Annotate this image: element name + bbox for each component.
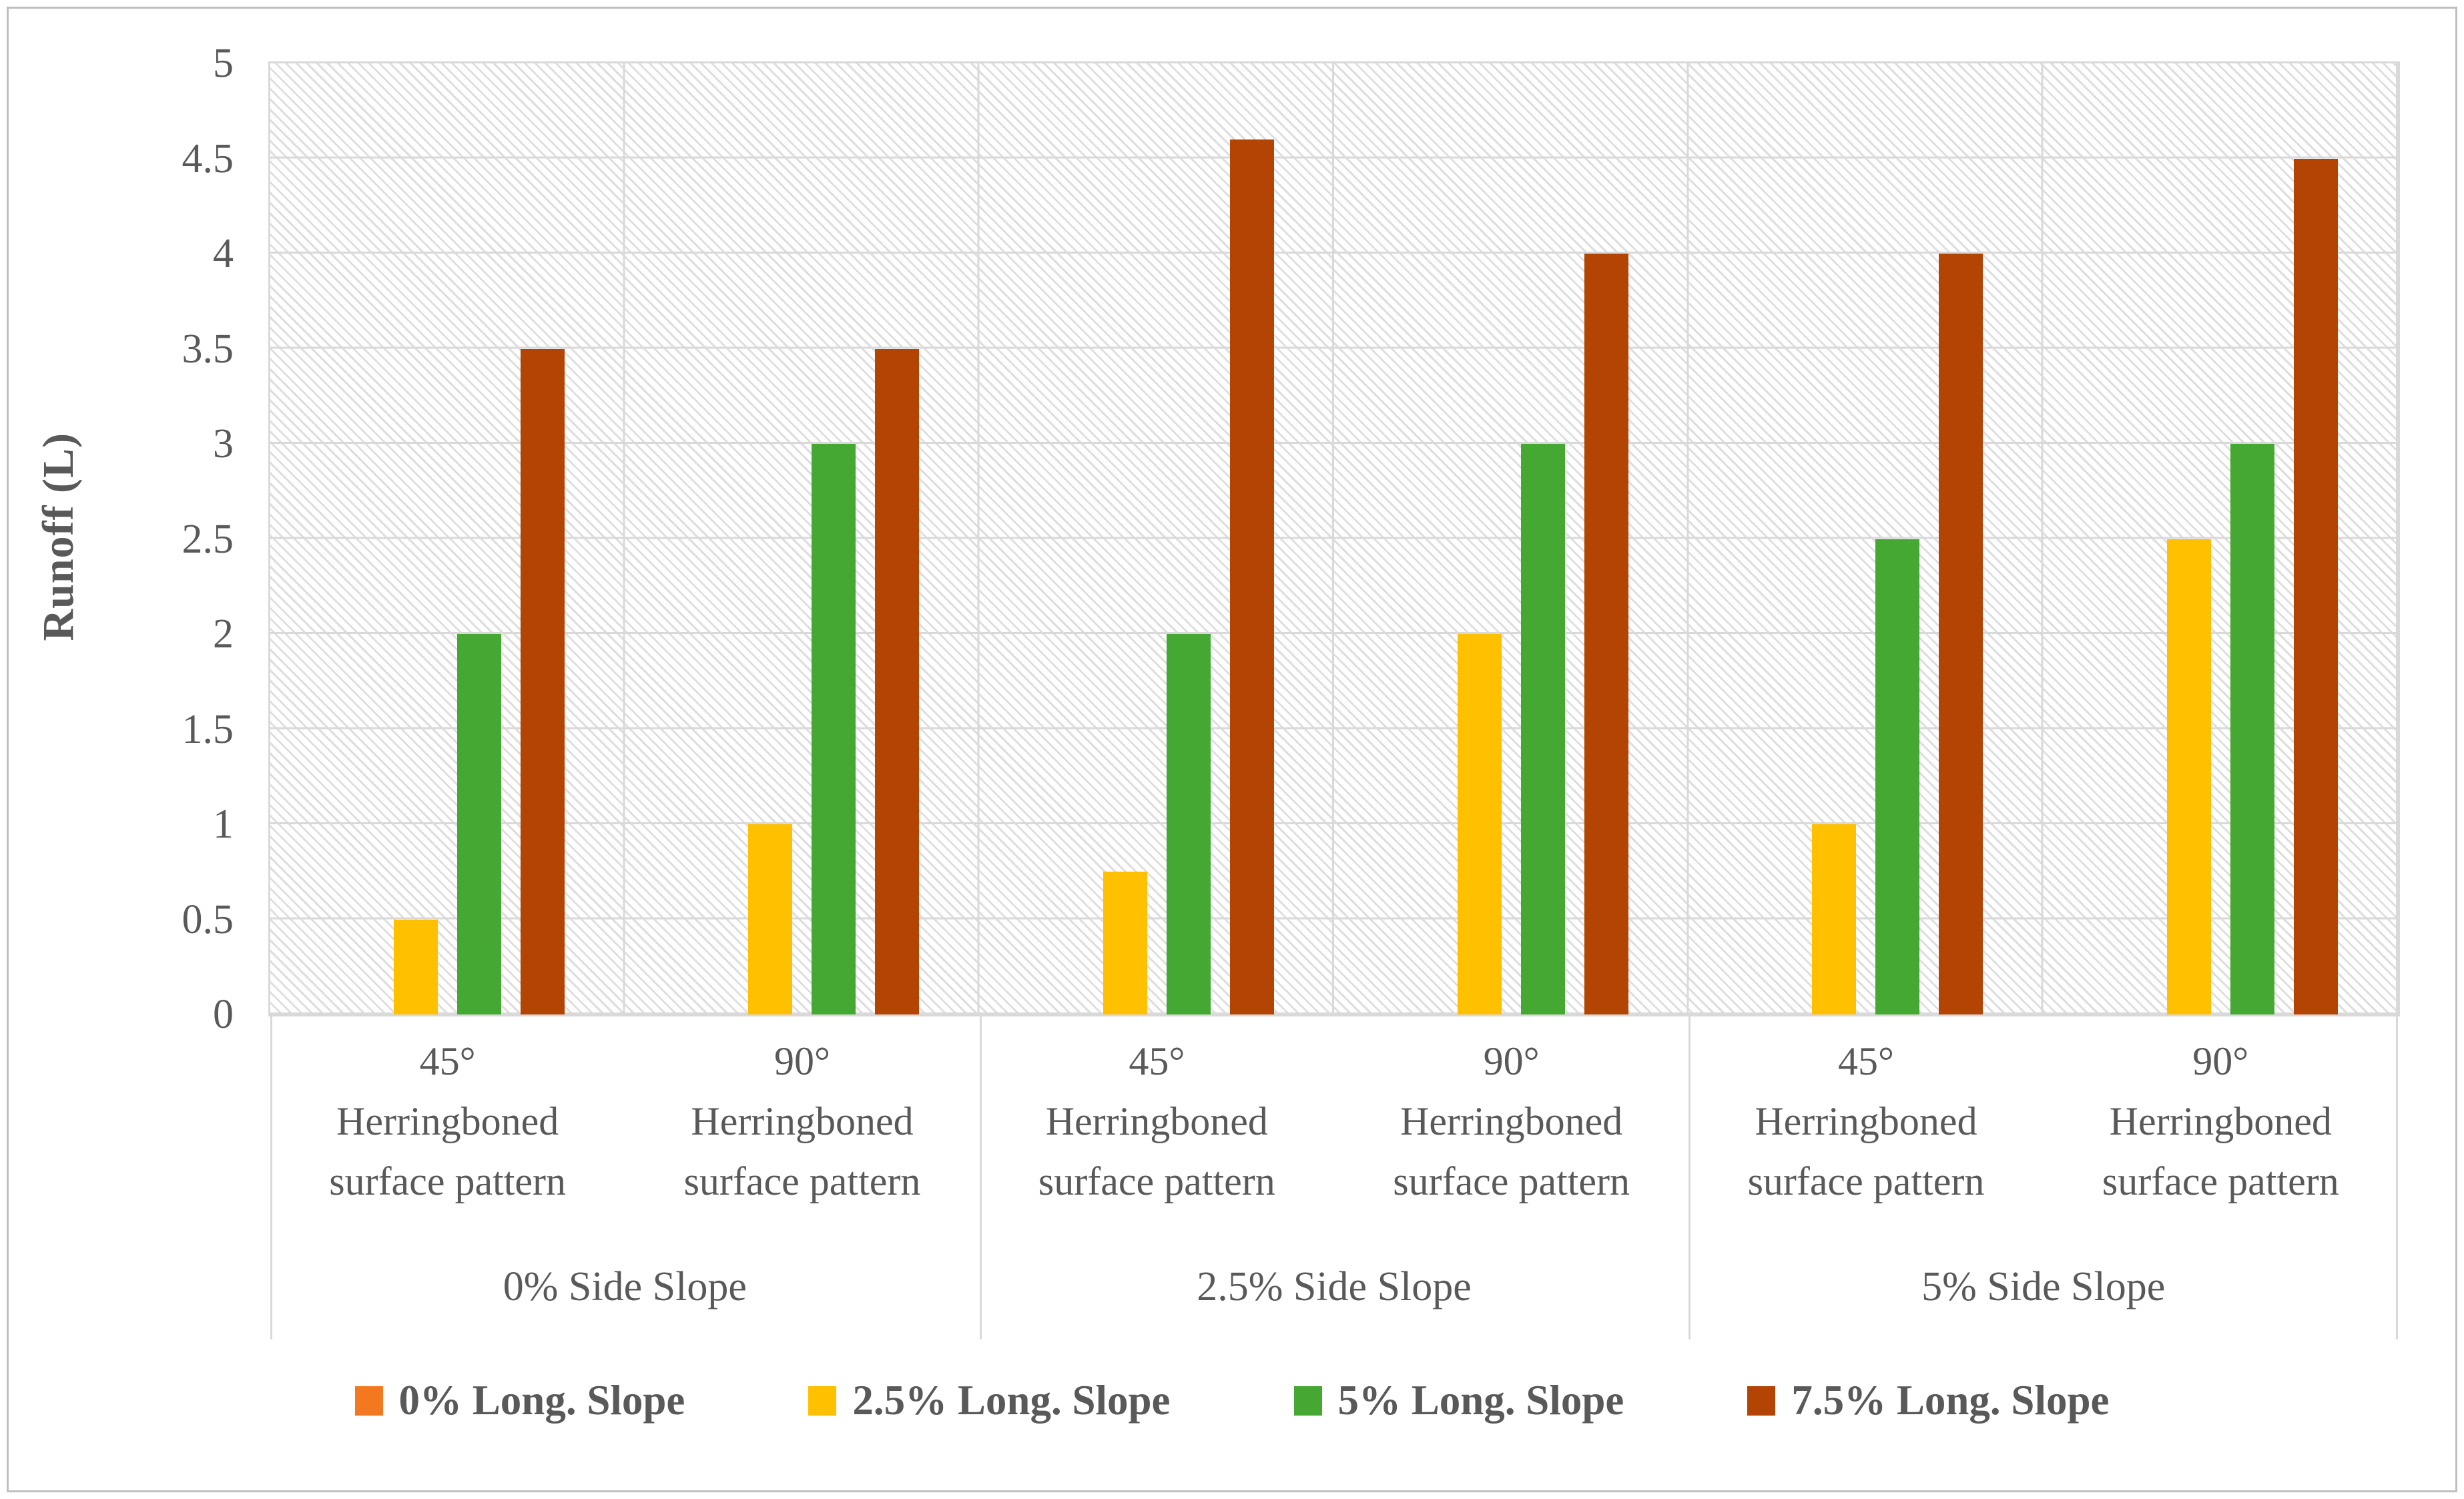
- legend-swatch-icon: [1747, 1386, 1776, 1416]
- bar-5-long.-slope-cat6: [2230, 444, 2274, 1014]
- y-tick-label-4: 4: [213, 231, 234, 276]
- bar-5-long.-slope-cat3: [1166, 634, 1211, 1014]
- category-label-6: 90° Herringboned surface pattern: [2044, 1031, 2398, 1211]
- category-label-5: 45° Herringboned surface pattern: [1688, 1031, 2043, 1211]
- category-angle-label: 45°: [1129, 1039, 1185, 1083]
- legend-label: 5% Long. Slope: [1337, 1377, 1624, 1424]
- category-pattern-label: Herringboned surface pattern: [1038, 1099, 1275, 1203]
- category-label-4: 90° Herringboned surface pattern: [1334, 1031, 1688, 1211]
- y-tick-label-0: 0: [213, 992, 234, 1037]
- plot-area: [268, 61, 2400, 1016]
- legend-label: 2.5% Long. Slope: [852, 1377, 1171, 1424]
- bar-7.5-long.-slope-cat6: [2293, 158, 2338, 1014]
- bar-2.5-long.-slope-cat5: [1812, 824, 1857, 1014]
- y-tick-label-3: 3: [213, 421, 234, 467]
- y-tick-label-1.5: 1.5: [182, 706, 234, 752]
- category-label-2: 90° Herringboned surface pattern: [625, 1031, 979, 1211]
- y-tick-label-2: 2: [213, 611, 234, 657]
- legend-label: 7.5% Long. Slope: [1791, 1377, 2110, 1424]
- group-separator-line-1: [270, 1014, 272, 1339]
- bar-5-long.-slope-cat5: [1875, 539, 1920, 1014]
- y-tick-label-3.5: 3.5: [182, 326, 234, 372]
- y-axis-tick-labels: 5 4.5 4 3.5 3 2.5 2 1.5 1 0.5 0: [37, 41, 234, 1037]
- bar-5-long.-slope-cat2: [812, 444, 856, 1014]
- y-tick-label-2.5: 2.5: [182, 516, 234, 562]
- category-cell-1: [270, 63, 625, 1014]
- bar-2.5-long.-slope-cat2: [748, 824, 793, 1014]
- legend-swatch-icon: [354, 1386, 383, 1416]
- bar-7.5-long.-slope-cat1: [521, 348, 565, 1014]
- category-cell-2: [625, 63, 979, 1014]
- y-tick-label-0.5: 0.5: [182, 896, 234, 942]
- group-label-3: 5% Side Slope: [1921, 1264, 2166, 1309]
- category-label-3: 45° Herringboned surface pattern: [980, 1031, 1334, 1211]
- category-axis-labels: 45° Herringboned surface pattern 90° Herrin…: [270, 1031, 2398, 1211]
- category-cell-3: [980, 63, 1334, 1014]
- category-angle-label: 90°: [774, 1039, 830, 1083]
- group-separator-line-2: [979, 1014, 982, 1339]
- bar-5-long.-slope-cat4: [1521, 444, 1566, 1014]
- legend-swatch-icon: [808, 1386, 837, 1416]
- bar-7.5-long.-slope-cat4: [1584, 254, 1629, 1014]
- category-label-1: 45° Herringboned surface pattern: [270, 1031, 625, 1211]
- bar-5-long.-slope-cat1: [457, 634, 502, 1014]
- category-angle-label: 45°: [419, 1039, 476, 1083]
- bar-2.5-long.-slope-cat4: [1458, 634, 1502, 1014]
- y-tick-label-1: 1: [213, 802, 234, 847]
- category-angle-label: 45°: [1837, 1039, 1894, 1083]
- category-pattern-label: Herringboned surface pattern: [683, 1099, 921, 1203]
- legend-label: 0% Long. Slope: [398, 1377, 685, 1424]
- category-cell-4: [1334, 63, 1688, 1014]
- group-axis-labels: 0% Side Slope 2.5% Side Slope 5% Side Slop…: [270, 1263, 2398, 1311]
- y-tick-label-4.5: 4.5: [182, 135, 234, 182]
- legend-item-0-long.-slope: 0% Long. Slope: [354, 1376, 685, 1425]
- category-pattern-label: Herringboned surface pattern: [329, 1099, 567, 1203]
- bar-7.5-long.-slope-cat5: [1939, 254, 1983, 1014]
- bar-7.5-long.-slope-cat2: [875, 348, 920, 1014]
- group-separator-line-4: [2396, 1014, 2398, 1339]
- figure-border: [7, 7, 2457, 1492]
- category-angle-label: 90°: [2192, 1039, 2249, 1083]
- bar-2.5-long.-slope-cat3: [1103, 872, 1147, 1014]
- legend-item-5-long.-slope: 5% Long. Slope: [1293, 1376, 1624, 1425]
- category-pattern-label: Herringboned surface pattern: [1393, 1099, 1630, 1203]
- group-label-1: 0% Side Slope: [503, 1264, 747, 1309]
- category-pattern-label: Herringboned surface pattern: [1747, 1099, 1985, 1203]
- y-tick-label-5: 5: [213, 41, 234, 86]
- category-cell-5: [1688, 63, 2043, 1014]
- group-separator-line-3: [1688, 1014, 1691, 1339]
- bar-7.5-long.-slope-cat3: [1229, 139, 1274, 1014]
- legend: 0% Long. Slope 2.5% Long. Slope 5% Long. S…: [0, 1376, 2464, 1425]
- group-label-2: 2.5% Side Slope: [1197, 1264, 1472, 1309]
- legend-item-2.5-long.-slope: 2.5% Long. Slope: [808, 1376, 1171, 1425]
- category-pattern-label: Herringboned surface pattern: [2102, 1099, 2339, 1203]
- bar-2.5-long.-slope-cat6: [2166, 539, 2211, 1014]
- category-cell-6: [2044, 63, 2398, 1014]
- bar-2.5-long.-slope-cat1: [394, 919, 438, 1014]
- category-angle-label: 90°: [1483, 1039, 1540, 1083]
- legend-item-7.5-long.-slope: 7.5% Long. Slope: [1747, 1376, 2109, 1425]
- legend-swatch-icon: [1293, 1386, 1322, 1416]
